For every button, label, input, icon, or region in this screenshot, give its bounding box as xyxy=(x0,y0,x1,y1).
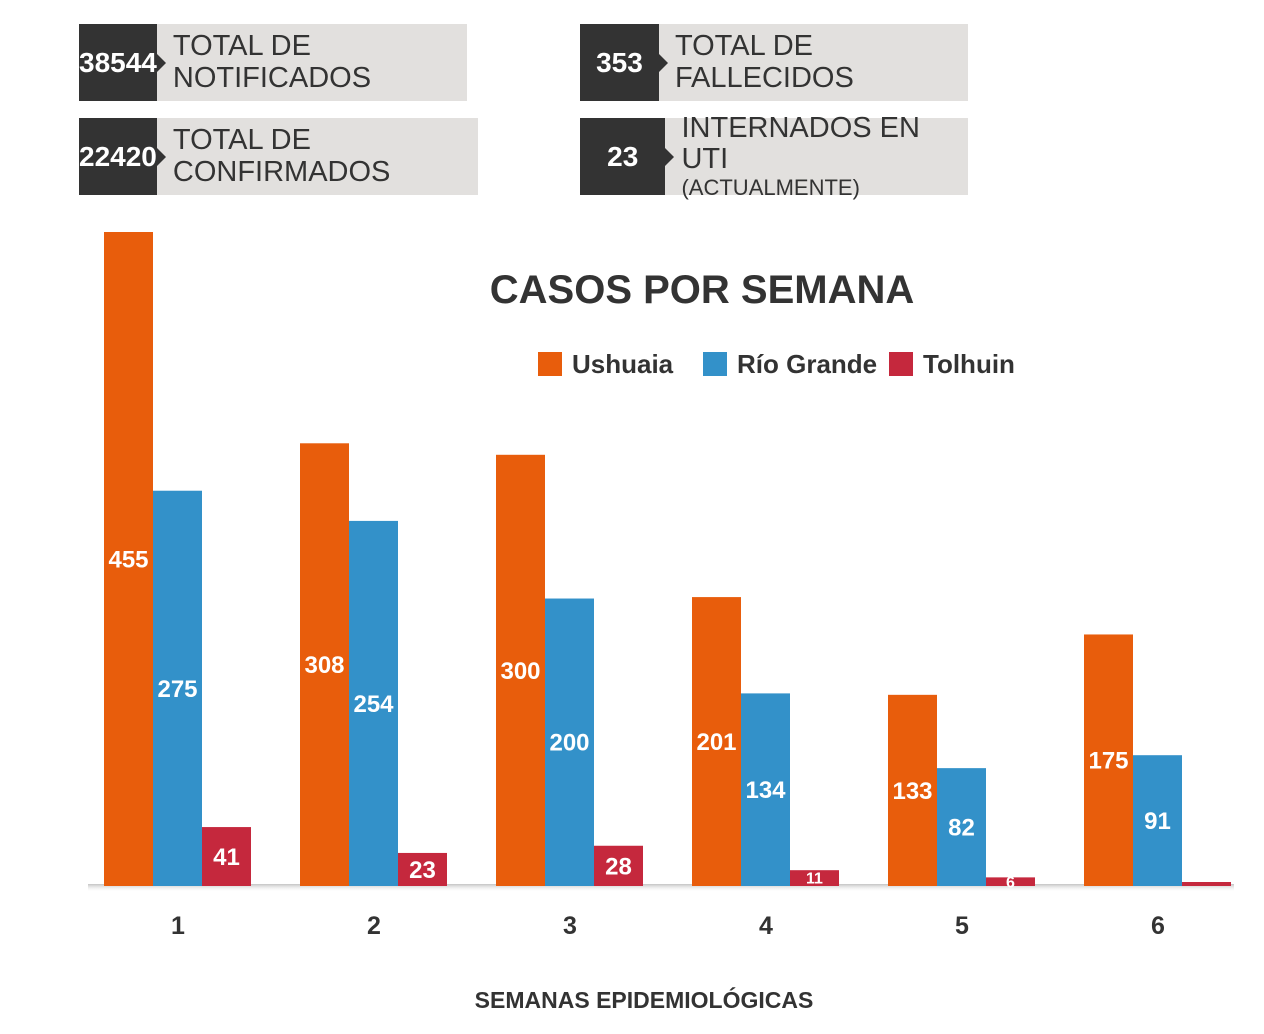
bar-label-tolhuin-week-5: 6 xyxy=(1006,874,1015,891)
legend-label-ushuaia: Ushuaia xyxy=(572,349,674,379)
bar-label-rio-grande-week-6: 91 xyxy=(1144,808,1171,835)
bar-rio-grande-week-6 xyxy=(1133,755,1182,886)
x-tick-label: 3 xyxy=(563,912,577,940)
bar-ushuaia-week-6 xyxy=(1084,634,1133,886)
stat-sublabel: (ACTUALMENTE) xyxy=(681,175,860,201)
stat-label: TOTAL DE CONFIRMADOS xyxy=(172,123,391,188)
bar-tolhuin-week-1 xyxy=(202,827,251,886)
bar-label-ushuaia-week-6: 175 xyxy=(1088,748,1128,775)
bar-rio-grande-week-4 xyxy=(741,693,790,886)
bar-label-ushuaia-week-3: 300 xyxy=(500,658,540,685)
x-axis-title: SEMANAS EPIDEMIOLÓGICAS xyxy=(475,986,814,1013)
bar-tolhuin-week-5 xyxy=(986,877,1035,886)
chart-baseline xyxy=(88,884,1234,892)
bar-ushuaia-week-2 xyxy=(300,443,349,886)
bar-label-rio-grande-week-5: 82 xyxy=(948,814,975,841)
bar-label-tolhuin-week-4: 11 xyxy=(806,871,823,888)
stat-label: TOTAL DE FALLECIDOS xyxy=(674,29,854,94)
bar-label-ushuaia-week-2: 308 xyxy=(304,652,344,679)
stat-card-notificados: 38544 TOTAL DE NOTIFICADOS xyxy=(79,24,467,101)
bar-label-tolhuin-week-3: 28 xyxy=(605,853,632,880)
stat-card-confirmados: 22420 TOTAL DE CONFIRMADOS xyxy=(79,118,478,195)
stat-label: INTERNADOS EN UTI xyxy=(681,111,920,176)
bar-label-rio-grande-week-4: 134 xyxy=(745,777,786,804)
stat-label: TOTAL DE NOTIFICADOS xyxy=(172,29,372,94)
bar-label-ushuaia-week-1: 455 xyxy=(108,546,148,573)
stat-value: 22420 xyxy=(79,118,157,195)
x-tick-label: 1 xyxy=(171,912,185,940)
bar-ushuaia-week-1 xyxy=(104,232,153,886)
stat-value: 38544 xyxy=(79,24,157,101)
bar-label-ushuaia-week-5: 133 xyxy=(892,778,932,805)
stat-card-fallecidos: 353 TOTAL DE FALLECIDOS xyxy=(580,24,968,101)
bar-rio-grande-week-1 xyxy=(153,490,202,886)
stat-label-box: TOTAL DE NOTIFICADOS xyxy=(157,24,467,101)
bar-ushuaia-week-5 xyxy=(888,694,937,886)
bar-ushuaia-week-3 xyxy=(496,454,545,886)
legend-swatch-rio-grande xyxy=(703,352,727,376)
bar-ushuaia-week-4 xyxy=(692,597,741,886)
bar-label-tolhuin-week-2: 23 xyxy=(409,857,436,884)
bar-tolhuin-week-6 xyxy=(1182,882,1231,886)
stat-value: 353 xyxy=(580,24,659,101)
bar-tolhuin-week-2 xyxy=(398,852,447,886)
bar-tolhuin-week-3 xyxy=(594,845,643,886)
bar-rio-grande-week-2 xyxy=(349,520,398,886)
legend-label-tolhuin: Tolhuin xyxy=(923,349,1015,379)
stat-label-box: INTERNADOS EN UTI (ACTUALMENTE) xyxy=(665,112,968,200)
bar-label-rio-grande-week-1: 275 xyxy=(157,676,197,703)
x-tick-label: 5 xyxy=(955,912,969,940)
chart-title: CASOS POR SEMANA xyxy=(490,268,915,312)
legend-swatch-ushuaia xyxy=(538,352,562,376)
bar-label-rio-grande-week-3: 200 xyxy=(549,730,589,757)
legend-label-rio-grande: Río Grande xyxy=(737,349,877,379)
bar-rio-grande-week-5 xyxy=(937,768,986,886)
bar-rio-grande-week-3 xyxy=(545,598,594,886)
stat-value: 23 xyxy=(580,118,666,195)
x-tick-label: 6 xyxy=(1151,912,1165,940)
legend-swatch-tolhuin xyxy=(889,352,913,376)
stat-label-box: TOTAL DE FALLECIDOS xyxy=(659,24,968,101)
stat-label-box: TOTAL DE CONFIRMADOS xyxy=(157,118,478,195)
bar-label-tolhuin-week-1: 41 xyxy=(213,844,240,871)
bar-label-rio-grande-week-2: 254 xyxy=(353,691,394,718)
x-tick-label: 2 xyxy=(367,912,381,940)
x-tick-label: 4 xyxy=(759,912,773,940)
stat-card-internados: 23 INTERNADOS EN UTI (ACTUALMENTE) xyxy=(580,112,968,200)
bar-tolhuin-week-4 xyxy=(790,870,839,886)
bar-label-ushuaia-week-4: 201 xyxy=(696,729,736,756)
